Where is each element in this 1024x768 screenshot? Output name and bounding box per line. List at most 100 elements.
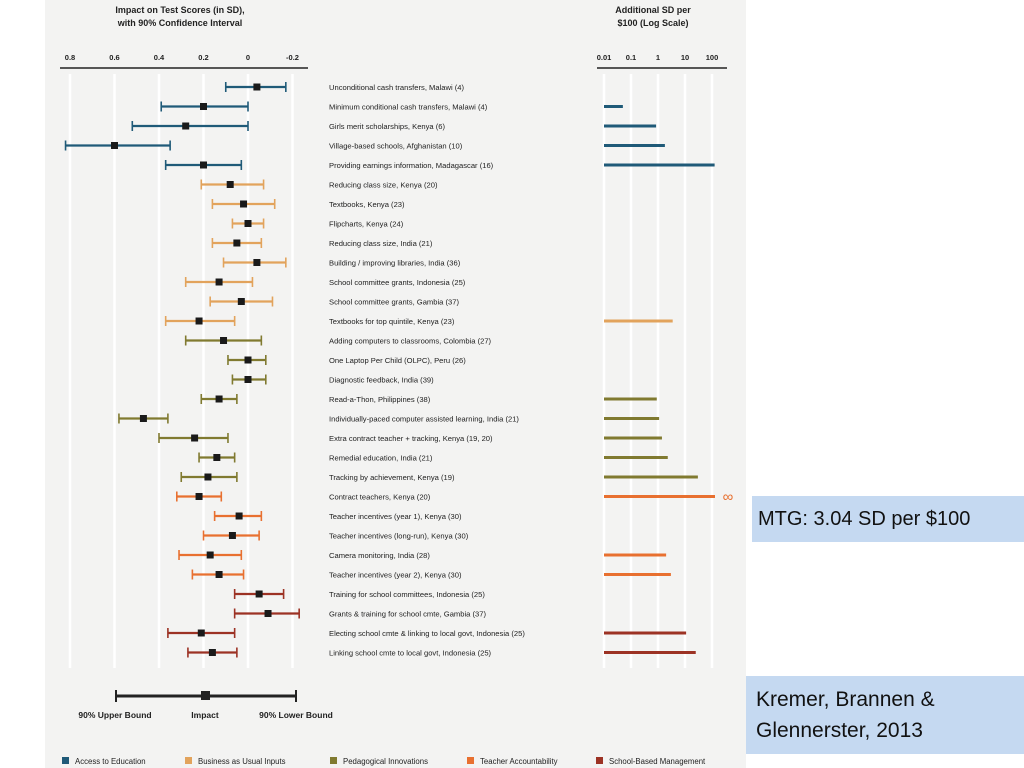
- key-lower-label: 90% Lower Bound: [259, 710, 333, 720]
- impact-point: [197, 629, 205, 637]
- impact-point: [139, 415, 147, 422]
- program-row: Extra contract teacher + tracking, Kenya…: [158, 433, 662, 443]
- impact-point: [264, 610, 272, 617]
- legend-swatch: [185, 757, 192, 764]
- program-label: Flipcharts, Kenya (24): [329, 220, 404, 229]
- left-tick-label: -0.2: [286, 53, 299, 62]
- program-row: Providing earnings information, Madagasc…: [164, 160, 715, 170]
- program-label: Teacher incentives (year 1), Kenya (30): [329, 512, 462, 521]
- program-row: Reducing class size, India (21): [211, 238, 433, 248]
- impact-point: [213, 454, 221, 461]
- key-impact-label: Impact: [191, 710, 219, 720]
- program-label: Training for school committees, Indonesi…: [329, 590, 485, 599]
- right-tick-label: 0.01: [597, 53, 612, 62]
- infinity-label: ∞: [723, 489, 734, 506]
- impact-point: [255, 590, 263, 598]
- left-axis-ticks: 0.8 0.6 0.4 0.2 0 -0.2: [65, 53, 299, 62]
- impact-point: [200, 103, 207, 110]
- impact-point: [237, 298, 245, 305]
- program-label: Building / improving libraries, India (3…: [329, 259, 461, 268]
- right-gridlines: [602, 74, 714, 668]
- program-label: Contract teachers, Kenya (20): [329, 493, 431, 502]
- program-label: School committee grants, Gambia (37): [329, 298, 459, 307]
- program-row: Training for school committees, Indonesi…: [233, 589, 485, 599]
- impact-point: [235, 512, 243, 520]
- legend-label: Pedagogical Innovations: [343, 757, 428, 766]
- impact-point: [200, 161, 207, 169]
- impact-point: [206, 551, 214, 559]
- program-label: Unconditional cash transfers, Malawi (4): [329, 83, 465, 92]
- program-row: Remedial education, India (21): [198, 452, 668, 463]
- program-row: Flipcharts, Kenya (24): [231, 218, 404, 229]
- program-label: One Laptop Per Child (OLPC), Peru (26): [329, 356, 466, 365]
- legend-item: School-Based Management: [596, 757, 706, 766]
- right-panel-title-line1: Additional SD per: [615, 5, 691, 15]
- program-row: Teacher incentives (long-run), Kenya (30…: [202, 530, 469, 541]
- legend-swatch: [467, 757, 474, 764]
- impact-point: [240, 200, 248, 208]
- program-label: Camera monitoring, India (28): [329, 551, 430, 560]
- left-tick-label: 0: [246, 53, 250, 62]
- legend-item: Teacher Accountability: [467, 757, 558, 766]
- legend-label: Teacher Accountability: [480, 757, 558, 766]
- legend-swatch: [330, 757, 337, 764]
- program-rows: Unconditional cash transfers, Malawi (4)…: [64, 82, 734, 658]
- program-row: Adding computers to classrooms, Colombia…: [184, 335, 492, 346]
- program-row: Grants & training for school cmte, Gambi…: [233, 608, 486, 619]
- program-row: Teacher incentives (year 1), Kenya (30): [213, 511, 462, 521]
- legend-item: Pedagogical Innovations: [330, 757, 428, 766]
- program-label: Grants & training for school cmte, Gambi…: [329, 610, 486, 619]
- right-tick-label: 10: [681, 53, 689, 62]
- legend-item: Access to Education: [62, 757, 146, 766]
- program-label: Reducing class size, India (21): [329, 239, 433, 248]
- impact-point: [233, 239, 241, 247]
- program-label: Girls merit scholarships, Kenya (6): [329, 122, 446, 131]
- program-row: Camera monitoring, India (28): [178, 550, 667, 560]
- program-label: Tracking by achievement, Kenya (19): [329, 473, 455, 482]
- program-row: Village-based schools, Afghanistan (10): [64, 140, 665, 151]
- program-label: Individually-paced computer assisted lea…: [329, 415, 519, 424]
- right-tick-label: 100: [706, 53, 719, 62]
- right-tick-label: 0.1: [626, 53, 636, 62]
- citation-line2: Glennerster, 2013: [756, 719, 923, 742]
- impact-point: [215, 571, 223, 578]
- left-tick-label: 0.8: [65, 53, 75, 62]
- key-diagram: 90% Upper Bound Impact 90% Lower Bound: [78, 690, 333, 720]
- program-row: Textbooks for top quintile, Kenya (23): [164, 316, 673, 326]
- program-row: School committee grants, Indonesia (25): [184, 277, 466, 287]
- program-row: Diagnostic feedback, India (39): [231, 374, 434, 385]
- program-row: Contract teachers, Kenya (20) ∞: [176, 489, 734, 506]
- program-label: Electing school cmte & linking to local …: [329, 629, 525, 638]
- program-row: Textbooks, Kenya (23): [211, 199, 405, 209]
- program-label: Teacher incentives (long-run), Kenya (30…: [329, 532, 469, 541]
- impact-point: [244, 220, 252, 227]
- figure-background: [45, 0, 746, 768]
- program-label: Teacher incentives (year 2), Kenya (30): [329, 571, 462, 580]
- legend-item: Business as Usual Inputs: [185, 757, 286, 766]
- legend-swatch: [596, 757, 603, 764]
- program-row: One Laptop Per Child (OLPC), Peru (26): [227, 355, 466, 365]
- program-label: Extra contract teacher + tracking, Kenya…: [329, 434, 493, 443]
- impact-point: [195, 317, 203, 325]
- legend-label: School-Based Management: [609, 757, 706, 766]
- impact-point: [226, 181, 234, 188]
- impact-point: [220, 337, 228, 344]
- citation-callout: Kremer, Brannen & Glennerster, 2013: [746, 676, 1024, 754]
- right-axis-ticks: 0.01 0.1 1 10 100: [597, 53, 719, 62]
- impact-point: [215, 278, 223, 286]
- program-label: Minimum conditional cash transfers, Mala…: [329, 103, 488, 112]
- program-row: Read-a-Thon, Philippines (38): [200, 394, 657, 404]
- left-panel-title-line1: Impact on Test Scores (in SD),: [115, 5, 244, 15]
- program-label: Textbooks for top quintile, Kenya (23): [329, 317, 455, 326]
- citation-line1: Kremer, Brannen &: [756, 688, 935, 711]
- program-row: Individually-paced computer assisted lea…: [118, 413, 660, 424]
- program-row: Teacher incentives (year 2), Kenya (30): [191, 569, 671, 580]
- left-tick-label: 0.2: [198, 53, 208, 62]
- key-impact-marker: [201, 691, 210, 700]
- program-label: Textbooks, Kenya (23): [329, 200, 405, 209]
- program-label: Village-based schools, Afghanistan (10): [329, 142, 463, 151]
- impact-point: [208, 649, 216, 656]
- program-row: Linking school cmte to local govt, Indon…: [187, 647, 696, 658]
- program-row: Tracking by achievement, Kenya (19): [180, 472, 698, 482]
